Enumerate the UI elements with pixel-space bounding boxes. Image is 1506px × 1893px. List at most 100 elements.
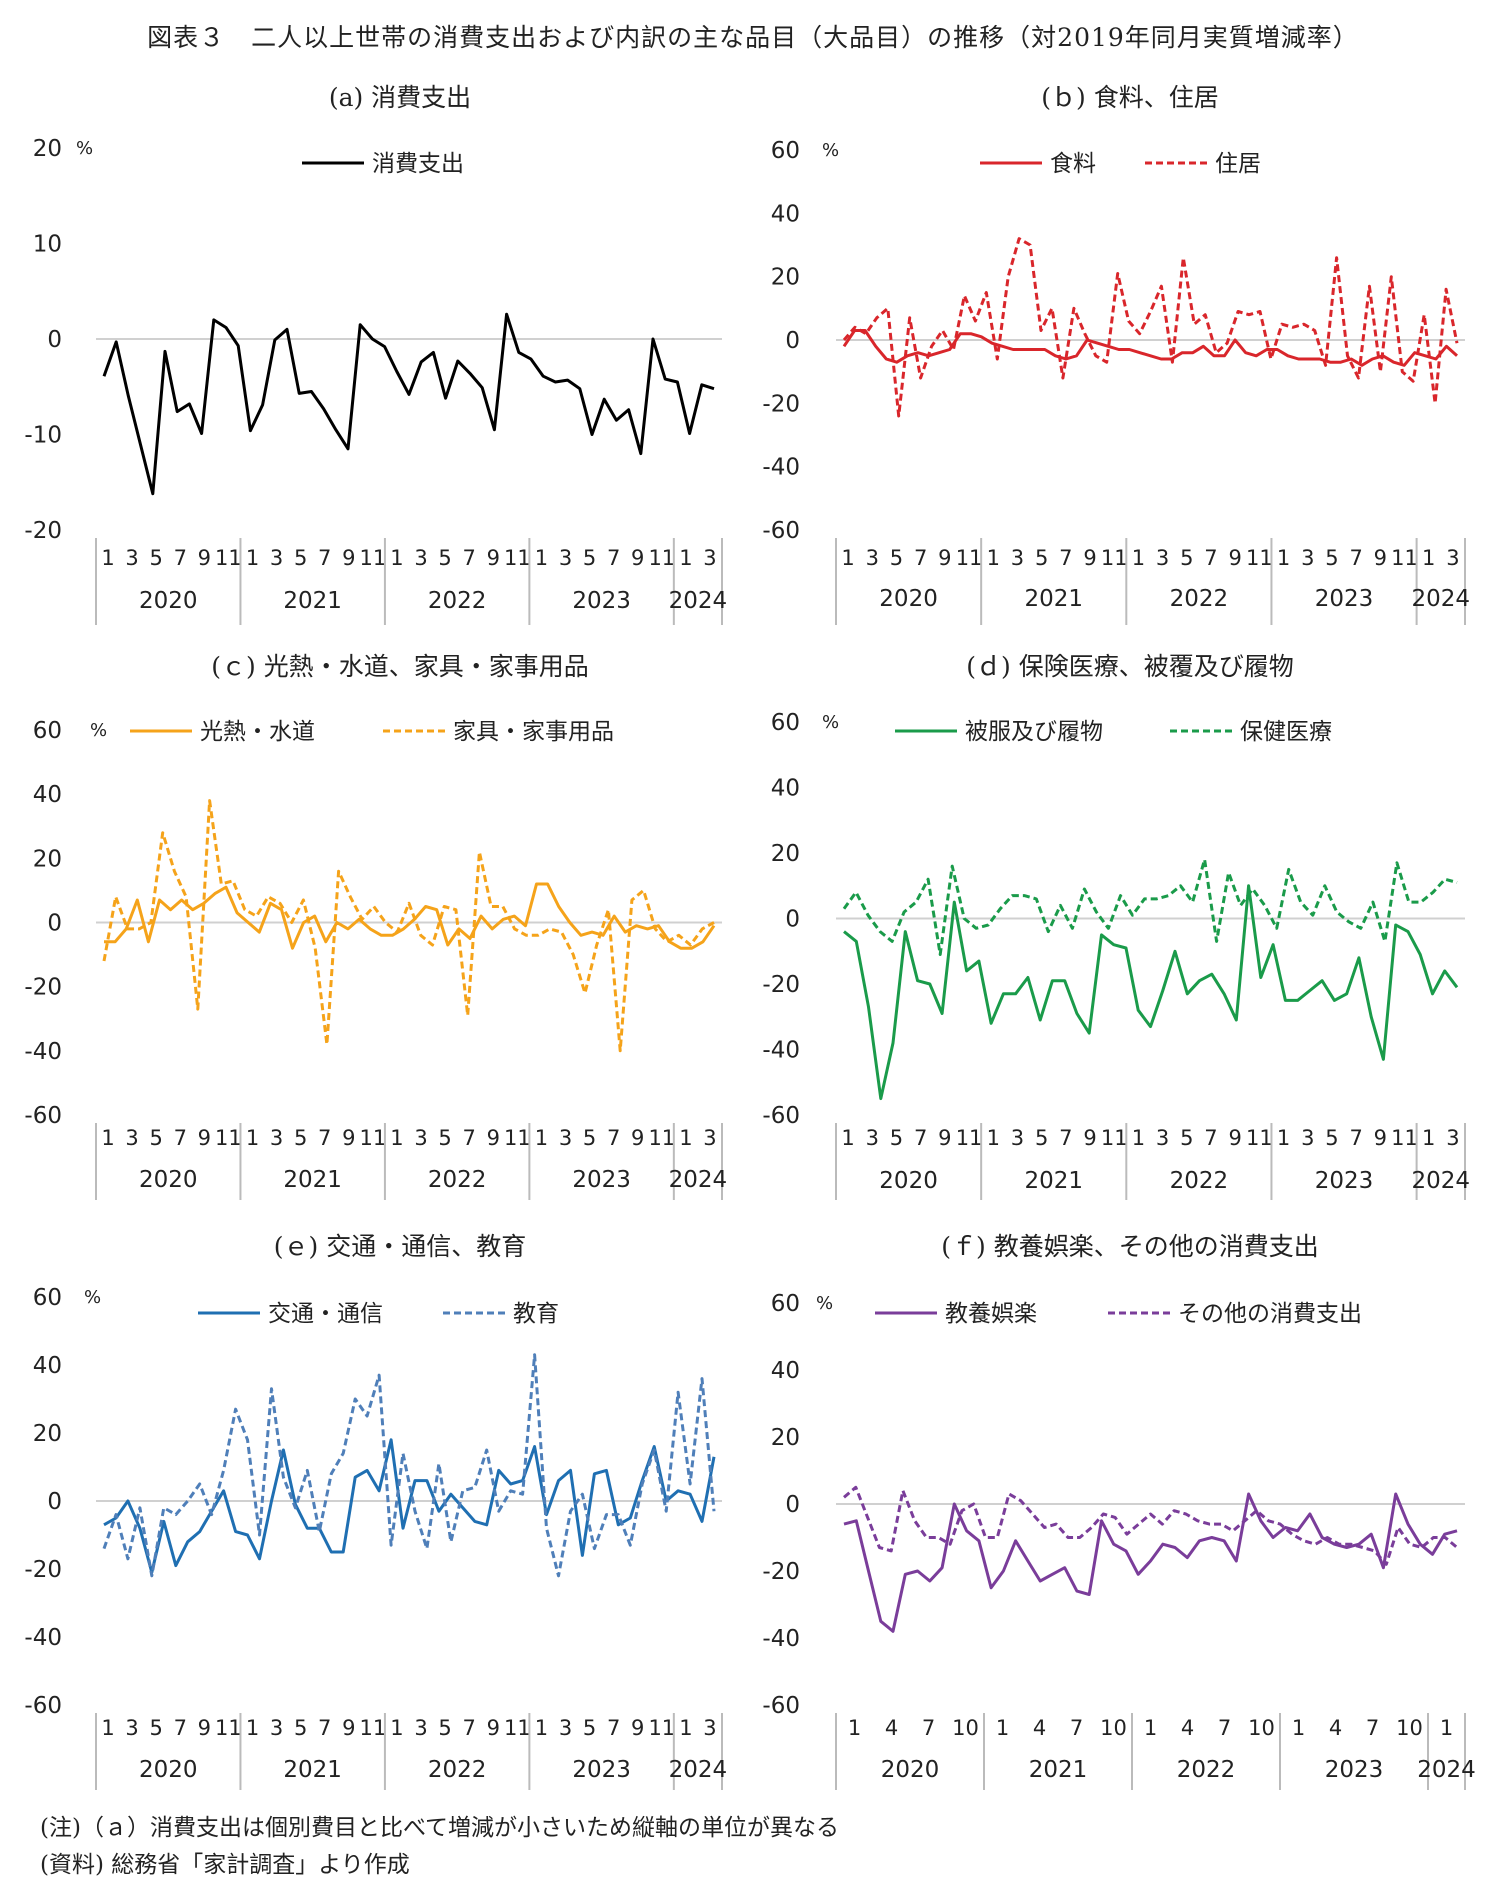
panel-a-x-tick-label: 11 — [504, 546, 531, 570]
panel-d-x-tick-label: 11 — [1246, 1126, 1273, 1150]
panel-e-x-tick-label: 1 — [101, 1716, 114, 1740]
panel-b-x-tick-label: 9 — [1228, 546, 1241, 570]
panel-c-x-tick-label: 5 — [438, 1126, 451, 1150]
panel-e-x-tick-label: 3 — [125, 1716, 138, 1740]
panel-f-y-tick-label: -60 — [762, 1693, 800, 1719]
panel-f-x-tick-label: 4 — [1033, 1716, 1046, 1740]
panel-b-x-tick-label: 1 — [1422, 546, 1435, 570]
panel-d-x-tick-label: 1 — [1277, 1126, 1290, 1150]
panel-f-year-label: 2022 — [1177, 1757, 1236, 1783]
panel-d-y-tick-label: -60 — [762, 1103, 800, 1129]
panel-f-series-line-1 — [843, 1492, 1458, 1633]
panel-f-y-tick-label: -20 — [762, 1559, 800, 1585]
panel-a-x-tick-label: 5 — [583, 546, 596, 570]
panel-a-x-tick-label: 1 — [101, 546, 114, 570]
panel-e-x-tick-label: 9 — [631, 1716, 644, 1740]
panel-c-series-line-1 — [104, 882, 716, 950]
panel-e-legend-label-1: 交通・通信 — [268, 1301, 383, 1327]
panel-a-x-tick-label: 3 — [414, 546, 427, 570]
panel-e-year-label: 2024 — [669, 1757, 728, 1783]
panel-b-unit-label: % — [822, 140, 839, 161]
panel-e-x-tick-label: 9 — [342, 1716, 355, 1740]
panel-d-x-tick-label: 1 — [1422, 1126, 1435, 1150]
panel-c-year-label: 2023 — [572, 1167, 631, 1193]
panel-d-unit-label: % — [822, 712, 839, 733]
panel-a-y-tick-label: -10 — [24, 423, 62, 449]
panel-c-unit-label: % — [90, 720, 107, 741]
panel-e-y-tick-label: 20 — [33, 1421, 62, 1447]
panel-title-a: (a) 消費支出 — [328, 83, 472, 112]
panel-e-y-tick-label: -60 — [24, 1693, 62, 1719]
panel-a-year-label: 2022 — [428, 588, 487, 614]
panel-f-x-tick-label: 10 — [1100, 1716, 1127, 1740]
panel-a-year-label: 2021 — [283, 588, 342, 614]
panel-d-y-tick-label: 0 — [785, 907, 800, 933]
panel-c-x-tick-label: 1 — [679, 1126, 692, 1150]
panel-e-x-tick-label: 11 — [360, 1716, 387, 1740]
panel-c-series-line-2 — [102, 799, 715, 1053]
panel-a-x-tick-label: 5 — [438, 546, 451, 570]
panel-c-y-tick-label: -20 — [24, 975, 62, 1001]
panel-e-series-line-1 — [103, 1438, 716, 1574]
panel-b-x-tick-label: 3 — [1156, 546, 1169, 570]
panel-c-year-label: 2021 — [283, 1167, 342, 1193]
panel-e-x-tick-label: 5 — [150, 1716, 163, 1740]
panel-b-series-line-2 — [842, 237, 1459, 418]
panel-a-series-line-1 — [102, 312, 715, 496]
panel-b-x-tick-label: 3 — [1011, 546, 1024, 570]
panel-f-x-tick-label: 7 — [1070, 1716, 1083, 1740]
panel-b-x-tick-label: 1 — [841, 546, 854, 570]
panel-f-unit-label: % — [816, 1293, 833, 1314]
panel-c-x-tick-label: 3 — [125, 1126, 138, 1150]
panel-d-year-label: 2020 — [879, 1168, 938, 1194]
panel-e-y-tick-label: -20 — [24, 1557, 62, 1583]
panel-a-x-tick-label: 3 — [125, 546, 138, 570]
panel-title-c: (ｃ) 光熱・水道、家具・家事用品 — [211, 652, 589, 681]
panel-d-year-label: 2021 — [1024, 1168, 1083, 1194]
panel-e-series-line-2 — [102, 1353, 716, 1578]
panel-d-series-line-1 — [843, 884, 1459, 1101]
panel-c-x-tick-label: 1 — [535, 1126, 548, 1150]
panel-e-x-tick-label: 9 — [487, 1716, 500, 1740]
panel-a-x-tick-label: 1 — [246, 546, 259, 570]
panel-d-x-tick-label: 1 — [987, 1126, 1000, 1150]
panel-d-x-tick-label: 5 — [1180, 1126, 1193, 1150]
panel-f-y-tick-label: -40 — [762, 1626, 800, 1652]
panel-e-y-tick-label: -40 — [24, 1625, 62, 1651]
panel-title-e: (ｅ) 交通・通信、教育 — [273, 1232, 527, 1261]
panel-b-year-label: 2023 — [1315, 586, 1374, 612]
panel-f-x-tick-label: 10 — [952, 1716, 979, 1740]
panel-e-legend-label-2: 教育 — [513, 1301, 559, 1327]
panel-c-x-tick-label: 7 — [318, 1126, 331, 1150]
panel-b-x-tick-label: 9 — [938, 546, 951, 570]
panel-d-x-tick-label: 9 — [938, 1126, 951, 1150]
panel-f-x-tick-label: 10 — [1248, 1716, 1275, 1740]
panel-f-year-label: 2023 — [1325, 1757, 1384, 1783]
panel-a-x-tick-label: 11 — [648, 546, 675, 570]
panel-title-d: (ｄ) 保険医療、被覆及び履物 — [966, 652, 1294, 681]
panel-a-y-tick-label: 10 — [33, 232, 62, 258]
panel-d-x-tick-label: 3 — [1446, 1126, 1459, 1150]
panel-a-x-tick-label: 1 — [390, 546, 403, 570]
panel-f-x-tick-label: 1 — [848, 1716, 861, 1740]
panel-f-x-tick-label: 1 — [996, 1716, 1009, 1740]
panel-f-year-label: 2020 — [881, 1757, 940, 1783]
panel-e-x-tick-label: 7 — [607, 1716, 620, 1740]
panel-b-x-tick-label: 7 — [914, 546, 927, 570]
panel-c-y-tick-label: 40 — [33, 782, 62, 808]
panel-e-y-tick-label: 0 — [47, 1489, 62, 1515]
panel-b-year-label: 2020 — [879, 586, 938, 612]
panel-d-x-tick-label: 7 — [914, 1126, 927, 1150]
panel-a-unit-label: % — [76, 138, 93, 159]
panel-f-x-tick-label: 4 — [885, 1716, 898, 1740]
panel-a-x-tick-label: 7 — [174, 546, 187, 570]
panel-a-x-tick-label: 7 — [463, 546, 476, 570]
panel-d-y-tick-label: -40 — [762, 1038, 800, 1064]
panel-d-x-tick-label: 1 — [1132, 1126, 1145, 1150]
panel-a-x-tick-label: 1 — [535, 546, 548, 570]
panel-e-x-tick-label: 1 — [535, 1716, 548, 1740]
panel-c-x-tick-label: 5 — [583, 1126, 596, 1150]
panel-b-x-tick-label: 11 — [1391, 546, 1418, 570]
panel-a-x-tick-label: 9 — [198, 546, 211, 570]
